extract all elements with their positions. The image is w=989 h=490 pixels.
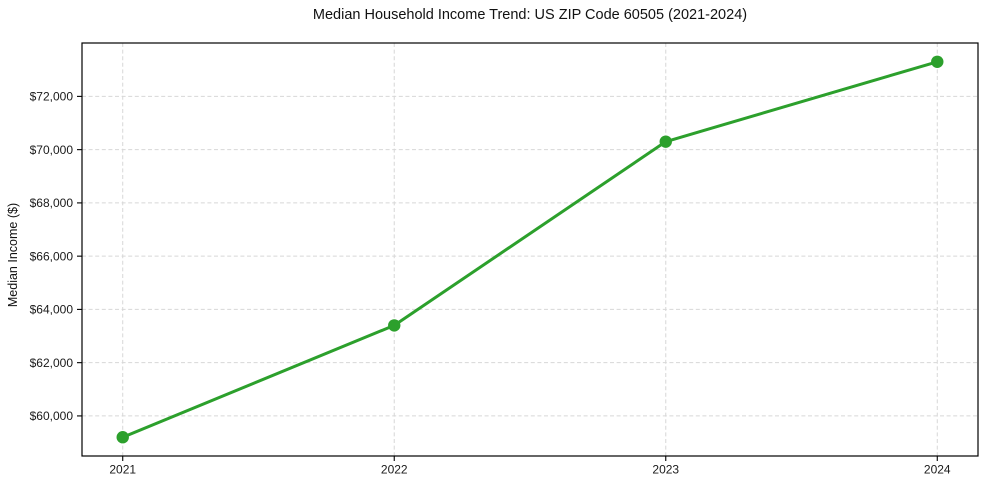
- y-tick-label: $60,000: [30, 409, 74, 423]
- x-tick-label: 2023: [652, 463, 679, 477]
- y-tick-label: $66,000: [30, 249, 74, 263]
- x-tick-label: 2021: [109, 463, 136, 477]
- plot-border: [81, 42, 979, 457]
- data-point-2023: [659, 135, 672, 148]
- data-point-2024: [931, 55, 944, 68]
- trend-line: [121, 60, 939, 439]
- y-tick-label: $68,000: [30, 196, 74, 210]
- x-tick-label: 2024: [924, 463, 951, 477]
- y-tick-label: $70,000: [30, 143, 74, 157]
- y-tick-label: $64,000: [30, 303, 74, 317]
- y-tick-label: $62,000: [30, 356, 74, 370]
- y-tick-label: $72,000: [30, 90, 74, 104]
- data-point-2021: [116, 431, 129, 444]
- data-point-2022: [388, 319, 401, 332]
- chart-title: Median Household Income Trend: US ZIP Co…: [312, 7, 748, 23]
- x-tick-label: 2022: [381, 463, 408, 477]
